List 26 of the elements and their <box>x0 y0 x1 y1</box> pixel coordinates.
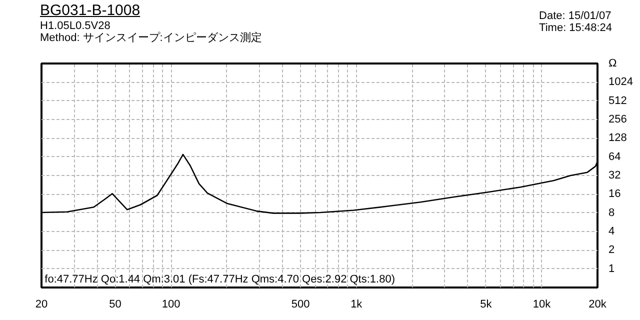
x-tick-label: 1k <box>350 298 363 310</box>
y-tick-label: 16 <box>608 188 621 200</box>
text: Time: 15:48:24 <box>539 22 612 34</box>
text: Method: サインスイープ:インピーダンス測定 <box>40 32 262 44</box>
text: H1.05L0.5V28 <box>40 20 110 32</box>
y-tick-label: 128 <box>608 132 627 144</box>
y-tick-label: 8 <box>608 206 615 219</box>
y-tick-label: Ω <box>608 58 617 70</box>
y-tick-label: 256 <box>608 114 627 126</box>
chart-title: BG031-B-1008 <box>40 2 142 20</box>
y-tick-label: 32 <box>608 170 621 182</box>
y-tick-label: 64 <box>608 150 621 163</box>
x-tick-label: 100 <box>162 298 180 310</box>
y-tick-label: 4 <box>608 226 615 238</box>
x-tick-label: 5k <box>480 298 492 310</box>
x-tick-label: 10k <box>532 298 552 310</box>
x-tick-label: 500 <box>291 298 310 310</box>
x-tick-label: 50 <box>109 298 122 310</box>
y-tick-label: 512 <box>608 94 627 107</box>
x-tick-label: 20 <box>35 298 48 310</box>
y-tick-label: 2 <box>608 244 615 256</box>
x-tick-label: 20k <box>588 298 607 310</box>
text: Date: 15/01/07 <box>539 10 612 22</box>
y-tick-label: 1 <box>608 262 615 275</box>
annotation: fo:47.77Hz Qo:1.44 Qm:3.01 (Fs:47.77Hz Qms:4.70 Qes:2.92 Qts:1.80) <box>44 273 395 286</box>
y-tick-label: 1024 <box>608 76 633 88</box>
